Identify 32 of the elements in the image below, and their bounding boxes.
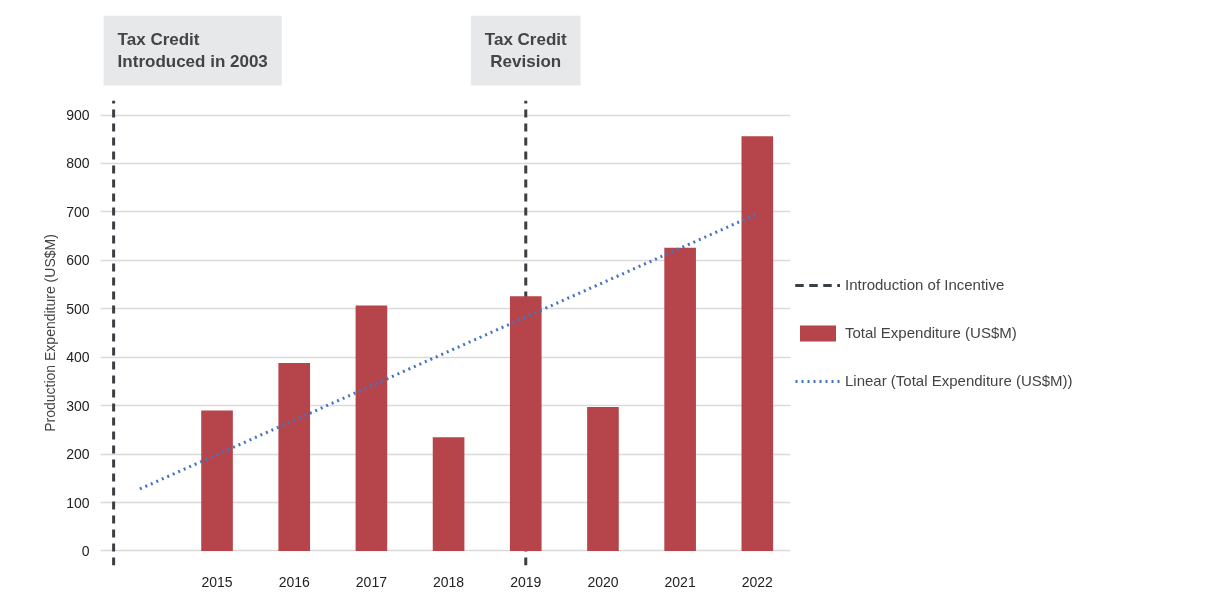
bar [741,136,774,551]
bar [664,247,696,551]
y-axis-title: Production Expenditure (US$M) [42,234,59,432]
y-tick-label: 300 [66,397,90,414]
legend-label: Linear (Total Expenditure (US$M)) [845,372,1073,389]
x-tick-label: 2015 [201,573,233,590]
x-tick-label: 2018 [433,573,465,590]
legend-label: Total Expenditure (US$M) [845,324,1017,341]
bar [432,437,465,551]
bar [201,410,233,551]
y-tick-label: 100 [66,494,90,511]
y-tick-label: 200 [66,446,90,463]
y-tick-label: 600 [66,252,90,269]
bar [509,296,542,551]
y-tick-label: 0 [81,542,90,559]
y-tick-label: 500 [66,300,90,317]
ref-line-label: Tax Credit Revision [484,29,568,72]
x-tick-label: 2021 [664,573,696,590]
x-tick-label: 2017 [355,573,388,590]
x-tick-label: 2016 [278,573,311,590]
text: Introduction of Incentive [845,276,1005,293]
y-tick-label: 900 [66,107,90,124]
bar [587,407,619,551]
x-tick-label: 2020 [587,573,619,590]
y-tick-label: 700 [66,203,90,220]
y-tick-label: 400 [66,349,90,366]
ref-line-label: Tax Credit Introduced in 2003 [117,29,268,72]
bar [355,305,388,551]
x-tick-label: 2022 [741,573,774,590]
y-tick-label: 800 [66,155,90,172]
x-tick-label: 2019 [510,573,542,590]
bar [278,363,311,551]
